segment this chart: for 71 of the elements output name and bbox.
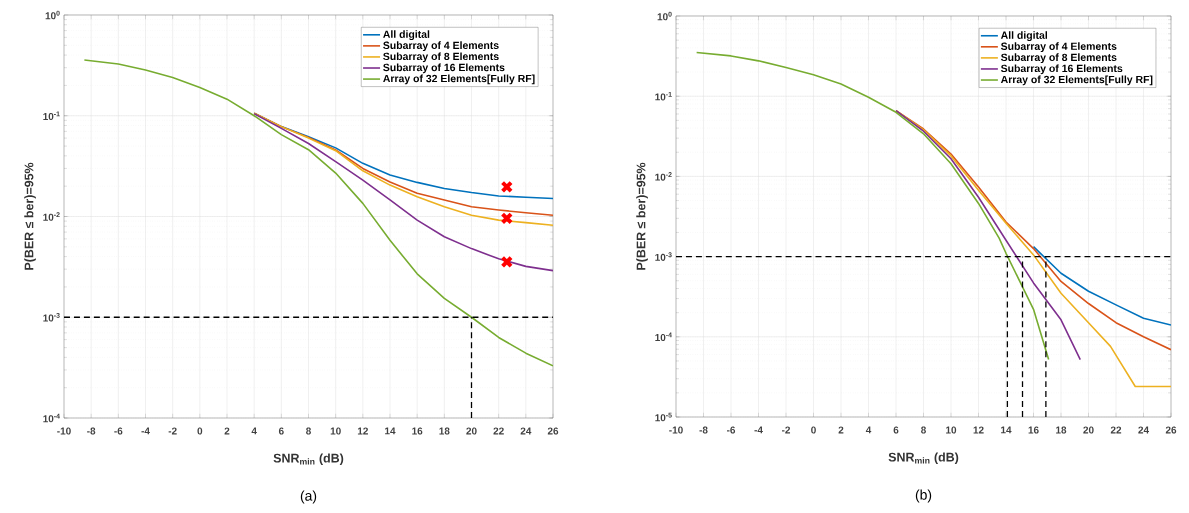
- y-tick-label: 10$^{0}$: [657, 11, 672, 21]
- x-axis-title: SNR$_{min}$ (dB): [273, 453, 344, 465]
- x-tick-label: 26: [547, 427, 559, 435]
- text: (a): [300, 490, 317, 504]
- x-tick-label: 20: [1083, 426, 1094, 434]
- y-tick-label: 10$^{-3}$: [43, 312, 60, 322]
- x-tick-label: -4: [754, 426, 763, 434]
- y-tick-label: 10$^{-2}$: [655, 172, 672, 181]
- x-tick-label: 22: [1110, 426, 1122, 434]
- x-tick-label: 8: [921, 426, 926, 434]
- legend-label: Array of 32 Elements[Fully RF]: [383, 74, 535, 85]
- x-axis-title: SNR$_{min}$ (dB): [888, 452, 959, 464]
- y-tick-label: 10$^{-2}$: [43, 212, 60, 221]
- y-axis-title: P(BER ≤ ber)=95%: [636, 162, 648, 270]
- x-tick-label: 14: [1001, 426, 1012, 434]
- legend-label: All digital: [383, 30, 430, 41]
- x-tick-label: -6: [114, 427, 123, 435]
- x-tick-label: 24: [1138, 426, 1149, 434]
- legend-label: Subarray of 8 Elements: [1000, 53, 1117, 64]
- x-tick-label: -2: [168, 427, 177, 435]
- line-series: [253, 112, 553, 272]
- x-tick-label: 8: [306, 427, 311, 435]
- y-tick-label: 10$^{-5}$: [655, 412, 672, 422]
- line-series: [1032, 245, 1172, 326]
- x-tick-label: -10: [57, 427, 71, 435]
- legend-label: Array of 32 Elements[Fully RF]: [1000, 75, 1153, 86]
- x-tick-label: 20: [466, 427, 477, 435]
- x-tick-label: -4: [141, 427, 150, 435]
- y-tick-label: 10$^{-1}$: [43, 111, 60, 120]
- y-tick-label: 10$^{-1}$: [655, 91, 672, 101]
- x-tick-label: 16: [1028, 426, 1039, 434]
- x-tick-label: -2: [781, 426, 791, 434]
- x-tick-label: 10: [946, 426, 957, 434]
- x-tick-label: 14: [385, 427, 396, 435]
- point: [500, 212, 514, 225]
- x-tick-label: 18: [1056, 426, 1067, 434]
- x-tick-label: 18: [439, 427, 450, 435]
- line-series: [895, 109, 1082, 361]
- y-tick-label: 10$^{-4}$: [43, 413, 60, 423]
- x-tick-label: 4: [865, 426, 872, 434]
- x-tick-label: 0: [197, 427, 203, 435]
- x-tick-label: 10: [330, 427, 341, 435]
- x-tick-label: 0: [811, 426, 816, 434]
- y-tick-label: 10$^{-3}$: [655, 252, 672, 261]
- y-tick-label: 10$^{0}$: [45, 10, 60, 20]
- legend-label: All digital: [1000, 31, 1048, 42]
- x-tick-label: 12: [973, 426, 984, 434]
- legend-label: Subarray of 16 Elements: [383, 63, 505, 74]
- legend-label: Subarray of 16 Elements: [1000, 64, 1123, 75]
- x-tick-label: 6: [278, 427, 284, 435]
- x-tick-label: 2: [224, 427, 230, 435]
- x-tick-label: 4: [251, 427, 257, 435]
- x-tick-label: 2: [838, 426, 844, 434]
- y-axis-title: P(BER ≤ ber)=95%: [24, 162, 36, 270]
- x-tick-label: -6: [726, 426, 736, 434]
- point: [500, 180, 514, 194]
- x-tick-label: -10: [669, 426, 683, 434]
- x-tick-label: 6: [893, 426, 899, 434]
- legend-label: Subarray of 4 Elements: [1000, 42, 1117, 53]
- x-tick-label: -8: [87, 427, 96, 435]
- x-tick-label: 24: [520, 427, 532, 435]
- x-tick-label: 22: [493, 427, 504, 435]
- x-tick-label: 16: [412, 427, 423, 435]
- y-tick-label: 10$^{-4}$: [655, 332, 672, 342]
- legend-label: Subarray of 8 Elements: [383, 52, 499, 63]
- point: [500, 255, 514, 269]
- legend-label: Subarray of 4 Elements: [383, 41, 499, 52]
- x-tick-label: 12: [357, 427, 368, 435]
- x-tick-label: -8: [699, 426, 708, 434]
- text: (b): [915, 489, 932, 503]
- x-tick-label: 26: [1165, 426, 1177, 434]
